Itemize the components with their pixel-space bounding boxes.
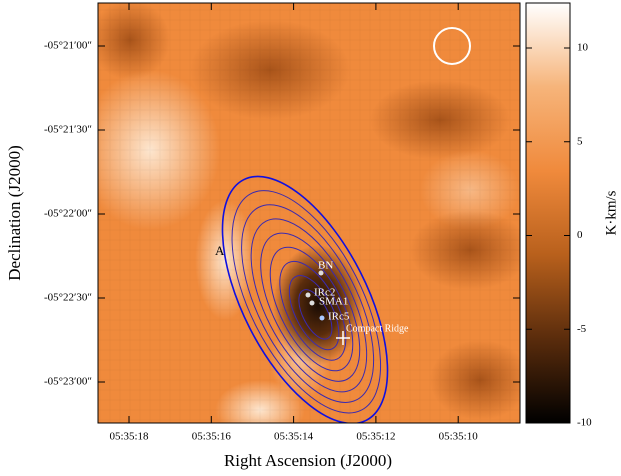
map: A BN IRc2 SMA1 IRc5 Compact Ridge <box>80 0 530 448</box>
colorbar-label: K·km/s <box>603 190 619 235</box>
x-tick-label: 05:35:14 <box>274 431 314 443</box>
cbar-tick-label: 0 <box>577 229 583 241</box>
annotation: BN <box>318 260 333 272</box>
y-tick-label: -05°21′30″ <box>44 124 92 136</box>
y-tick-label: -05°23′00″ <box>44 376 92 388</box>
y-axis-label: Declination (J2000) <box>5 145 24 281</box>
marker <box>320 316 325 321</box>
x-tick-label: 05:35:12 <box>356 431 395 443</box>
x-tick-label: 05:35:18 <box>109 431 149 443</box>
y-tick-label: -05°22′00″ <box>44 208 92 220</box>
x-tick-label: 05:35:10 <box>439 431 479 443</box>
colorbar <box>526 3 570 423</box>
y-tick-label: -05°22′30″ <box>44 292 92 304</box>
cbar-tick-label: -10 <box>577 417 592 429</box>
x-axis-label: Right Ascension (J2000) <box>224 451 392 470</box>
marker <box>310 301 315 306</box>
annotation: IRc5 <box>328 311 350 323</box>
x-tick-label: 05:35:16 <box>192 431 232 443</box>
chart: A BN IRc2 SMA1 IRc5 Compact Ridge Right … <box>0 0 621 476</box>
annotation: SMA1 <box>319 296 348 308</box>
cbar-tick-label: -5 <box>577 323 587 335</box>
cbar-tick-label: 5 <box>577 135 583 147</box>
annotation: A <box>215 243 225 258</box>
y-tick-label: -05°21′00″ <box>44 40 92 52</box>
marker <box>306 293 311 298</box>
annotation: Compact Ridge <box>346 323 409 334</box>
cbar-tick-label: 10 <box>577 42 589 54</box>
